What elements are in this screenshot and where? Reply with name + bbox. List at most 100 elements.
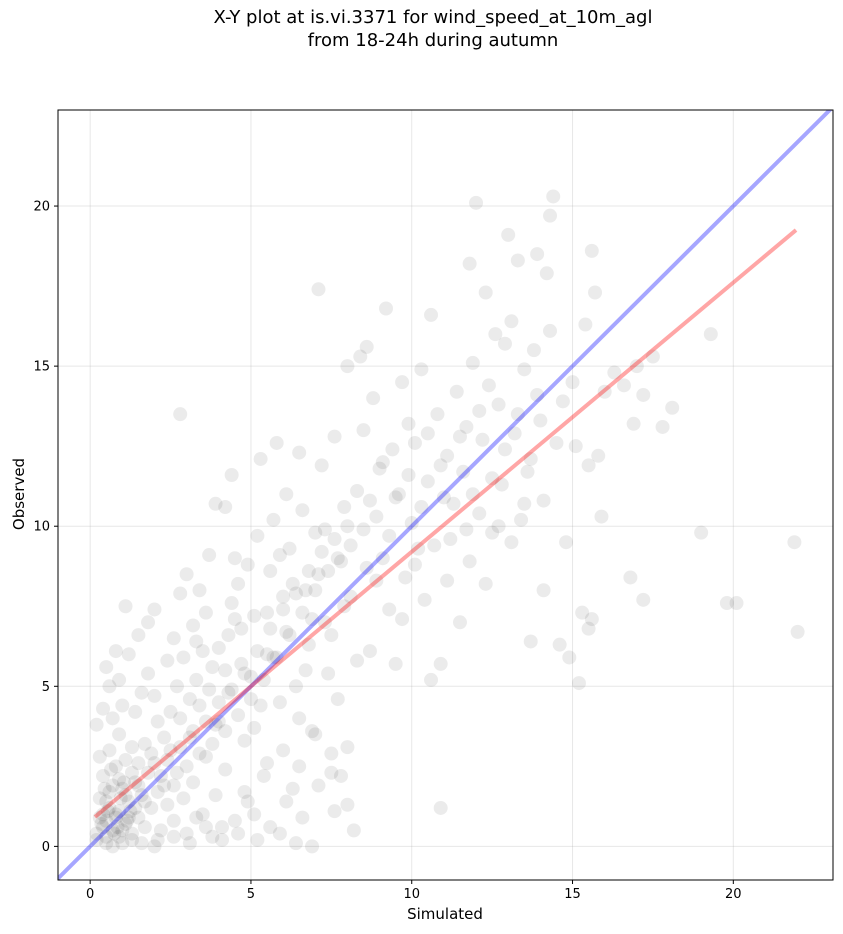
scatter-point — [427, 538, 442, 553]
x-tick-label: 20 — [725, 887, 742, 902]
scatter-point — [446, 496, 461, 511]
scatter-point — [305, 612, 320, 627]
scatter-point — [269, 435, 284, 450]
scatter-point — [141, 615, 156, 630]
scatter-point — [176, 791, 191, 806]
scatter-point — [163, 743, 178, 758]
scatter-point — [131, 756, 146, 771]
scatter-point — [118, 816, 133, 831]
scatter-point — [501, 227, 516, 242]
scatter-point — [102, 679, 117, 694]
scatter-point — [99, 836, 114, 851]
scatter-point — [379, 301, 394, 316]
scatter-point — [295, 503, 310, 518]
scatter-point — [112, 672, 127, 687]
scatter-point — [224, 596, 239, 611]
scatter-point — [430, 407, 445, 422]
scatter-point — [166, 813, 181, 828]
scatter-point — [311, 282, 326, 297]
scatter-point — [137, 794, 152, 809]
scatter-point — [549, 435, 564, 450]
axis-ticks: 0 5 10 15 20 0 5 10 15 20 — [33, 200, 741, 902]
scatter-point — [337, 599, 352, 614]
scatter-point — [311, 567, 326, 582]
scatter-point — [504, 535, 519, 550]
scatter-point — [578, 317, 593, 332]
scatter-point — [227, 551, 242, 566]
scatter-point — [256, 672, 271, 687]
scatter-point — [420, 474, 435, 489]
scatter-point — [369, 573, 384, 588]
scatter-point — [321, 564, 336, 579]
scatter-point — [456, 464, 471, 479]
identity-line — [58, 110, 833, 880]
scatter-point — [179, 759, 194, 774]
scatter-point — [478, 576, 493, 591]
scatter-point — [260, 756, 275, 771]
scatter-point — [494, 477, 509, 492]
scatter-point — [359, 339, 374, 354]
scatter-point — [530, 247, 545, 262]
scatter-point — [104, 762, 119, 777]
scatter-point — [179, 826, 194, 841]
scatter-point — [120, 813, 135, 828]
scatter-point — [150, 784, 165, 799]
scatter-point — [324, 746, 339, 761]
scatter-point — [247, 807, 262, 822]
scatter-point — [266, 512, 281, 527]
scatter-point — [665, 400, 680, 415]
scatter-point — [356, 423, 371, 438]
scatter-point — [388, 656, 403, 671]
scatter-point — [112, 727, 127, 742]
scatter-point — [153, 823, 168, 838]
scatter-point — [128, 800, 143, 815]
scatter-point — [462, 554, 477, 569]
scatter-point — [92, 810, 107, 825]
scatter-point — [526, 343, 541, 358]
scatter-point — [472, 506, 487, 521]
scatter-point — [581, 621, 596, 636]
scatter-point — [420, 426, 435, 441]
scatter-point — [362, 644, 377, 659]
scatter-point — [359, 560, 374, 575]
scatter-point — [110, 820, 125, 835]
scatter-point — [340, 359, 355, 374]
scatter-point — [645, 349, 660, 364]
scatter-point — [382, 528, 397, 543]
scatter-point — [186, 724, 201, 739]
scatter-point — [137, 736, 152, 751]
scatter-point — [234, 621, 249, 636]
x-tick-label: 10 — [403, 887, 420, 902]
scatter-point — [459, 522, 474, 537]
scatter-point — [108, 807, 123, 822]
scatter-point — [221, 685, 236, 700]
scatter-point — [218, 762, 233, 777]
scatter-point — [327, 804, 342, 819]
scatter-point — [510, 407, 525, 422]
scatter-point — [305, 724, 320, 739]
scatter-point — [469, 195, 484, 210]
scatter-point — [192, 746, 207, 761]
scatter-point — [115, 836, 130, 851]
plot-frame — [57, 109, 834, 881]
scatter-point — [452, 429, 467, 444]
scatter-point — [186, 775, 201, 790]
scatter-point — [107, 826, 122, 841]
scatter-point — [588, 285, 603, 300]
scatter-point — [295, 810, 310, 825]
scatter-point — [100, 804, 115, 819]
scatter-point — [719, 596, 734, 611]
scatter-point — [231, 576, 246, 591]
y-tick-label: 15 — [33, 360, 50, 375]
scatter-point — [433, 800, 448, 815]
scatter-point — [581, 458, 596, 473]
scatter-point — [134, 788, 149, 803]
scatter-point — [462, 256, 477, 271]
scatter-point — [324, 628, 339, 643]
scatter-point — [559, 535, 574, 550]
scatter-point — [488, 327, 503, 342]
scatter-point — [333, 768, 348, 783]
scatter-point — [182, 836, 197, 851]
scatter-point — [118, 599, 133, 614]
